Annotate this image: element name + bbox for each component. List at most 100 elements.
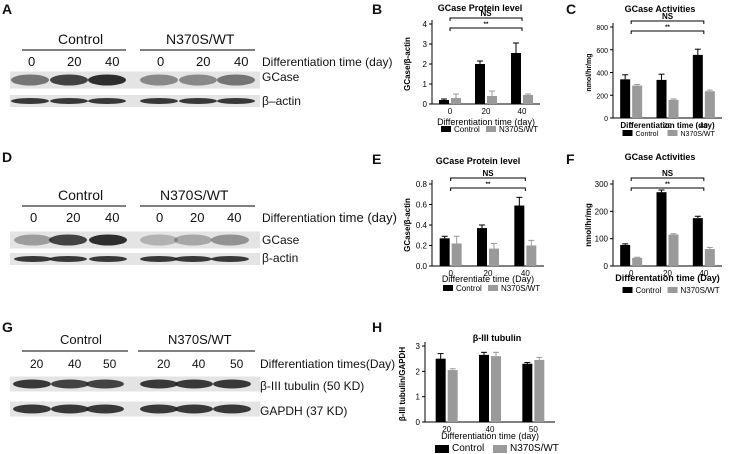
bar	[511, 53, 521, 104]
blot-g-band-label: β-III tubulin (50 KD)	[260, 379, 365, 393]
y-tick-label: 400	[596, 71, 608, 78]
legend-swatch	[486, 126, 496, 132]
bar	[523, 95, 533, 104]
bar	[704, 91, 715, 118]
bar	[526, 245, 537, 266]
y-tick-label: 3	[423, 40, 428, 49]
y-tick-label: 1	[416, 393, 421, 402]
significance-label: NS	[482, 169, 494, 178]
y-tick-label: 0.2	[416, 242, 428, 251]
significance-bracket	[450, 177, 526, 181]
blot-d-group-control: Control	[58, 187, 104, 203]
significance-label: **	[486, 182, 491, 188]
y-tick-label: 300	[595, 180, 609, 189]
bar	[477, 228, 487, 266]
blot-a-time: 0	[157, 54, 165, 69]
bar	[522, 363, 533, 422]
legend-swatch	[667, 130, 678, 136]
bar	[692, 218, 703, 266]
x-tick-label: 40	[521, 269, 530, 278]
legend-label: Control	[636, 286, 662, 295]
bar	[668, 99, 679, 118]
blot-a-time: 40	[105, 54, 120, 69]
legend-swatch	[622, 287, 633, 293]
significance-bracket	[450, 187, 526, 191]
bar	[656, 79, 667, 118]
significance-bracket	[630, 187, 705, 191]
chart-panel-h: β-III tubulin 0 1 2 3 β-III tubulin/GAPDH 20 40…	[398, 333, 559, 454]
blot-g-time: 40	[192, 357, 206, 371]
legend-label: N370S/WT	[510, 443, 559, 454]
blot-d-axis-label: Differentiation time (day)	[262, 210, 397, 225]
y-tick-label: 600	[596, 48, 608, 55]
y-tick-label: 2	[423, 60, 428, 69]
y-tick-label: 800	[596, 25, 608, 32]
bar	[491, 356, 501, 422]
x-tick-label: 50	[529, 425, 538, 434]
significance-label: **	[484, 22, 489, 28]
blot-g-time: 50	[103, 357, 117, 371]
x-tick-label: 20	[663, 269, 672, 278]
significance-bracket	[449, 27, 523, 31]
y-axis-label: GCase/β-actin	[403, 37, 412, 91]
x-tick-label: 20	[482, 107, 491, 116]
y-tick-label: 0	[604, 262, 609, 271]
bar	[451, 243, 462, 266]
bar	[632, 257, 643, 266]
blot-a-band-label: GCase	[262, 70, 300, 84]
blot-g-axis-label: Differentiation times(Day)	[260, 357, 396, 371]
blot-g-time: 50	[230, 357, 244, 371]
y-tick-label: 0.6	[416, 201, 428, 210]
y-tick-label: 0.8	[416, 180, 428, 189]
y-tick-label: 0.4	[416, 221, 428, 230]
chart-title: β-III tubulin	[473, 333, 521, 343]
bar	[435, 358, 446, 422]
bar	[668, 234, 679, 266]
blot-a-group-mutant: N370S/WT	[166, 31, 235, 47]
x-axis-label: Differentiation time (day)	[620, 121, 715, 130]
panel-letter-h: H	[372, 319, 383, 335]
x-tick-label: 0	[448, 107, 453, 116]
y-axis-label: β-III tubulin/GAPDH	[398, 347, 407, 421]
bar	[439, 238, 450, 266]
significance-label: **	[665, 25, 670, 31]
blot-a-time: 0	[28, 54, 36, 69]
blot-d-time: 0	[30, 210, 38, 225]
y-axis-label: nmol/hr/mg	[584, 203, 593, 247]
legend-swatch	[435, 445, 449, 453]
x-tick-label: 0	[629, 269, 634, 278]
legend-label: Control	[456, 284, 482, 293]
bar	[439, 100, 449, 104]
significance-bracket	[449, 17, 523, 21]
x-tick-label: 40	[518, 107, 527, 116]
legend-swatch	[493, 445, 507, 453]
x-tick-label: 40	[699, 269, 708, 278]
x-axis-label: Differentiate time (Day)	[442, 274, 534, 284]
bar	[620, 79, 631, 118]
bar	[447, 370, 458, 422]
legend-swatch	[488, 285, 498, 291]
y-tick-label: 2	[416, 367, 421, 376]
significance-label: NS	[662, 169, 674, 178]
y-tick-label: 200	[596, 93, 608, 100]
legend-label: N370S/WT	[501, 284, 540, 293]
blot-g-band-label: GAPDH (37 KD)	[260, 404, 348, 418]
panel-letter-c: C	[566, 1, 577, 17]
blot-g-time: 20	[157, 357, 171, 371]
y-tick-label: 1	[423, 80, 428, 89]
significance-bracket	[630, 177, 705, 181]
y-tick-label: 100	[595, 235, 609, 244]
chart-panel-e: GCase Protein level 0.0 0.2 0.4 0.6 0.8 GCase/…	[403, 156, 544, 293]
blot-g-group-control: Control	[60, 332, 102, 347]
legend-swatch	[443, 285, 453, 291]
legend-label: Control	[636, 131, 659, 138]
y-tick-label: 0	[416, 418, 421, 427]
blot-d-time: 0	[156, 210, 164, 225]
chart-panel-f: GCase Activities 0 100 200 300 nmol/hr/mg 0 20 4…	[584, 152, 722, 295]
chart-panel-c: GCase Activities 0 200 400 600 800 nmol/hr/mg 0…	[586, 4, 722, 138]
significance-bracket	[630, 20, 705, 24]
panel-letter-d: D	[2, 149, 13, 165]
chart-panel-b: GCase Protein level 0 1 2 3 4 GCase/β-actin 0 20…	[403, 3, 540, 134]
blot-a-band-label: β–actin	[262, 94, 301, 108]
